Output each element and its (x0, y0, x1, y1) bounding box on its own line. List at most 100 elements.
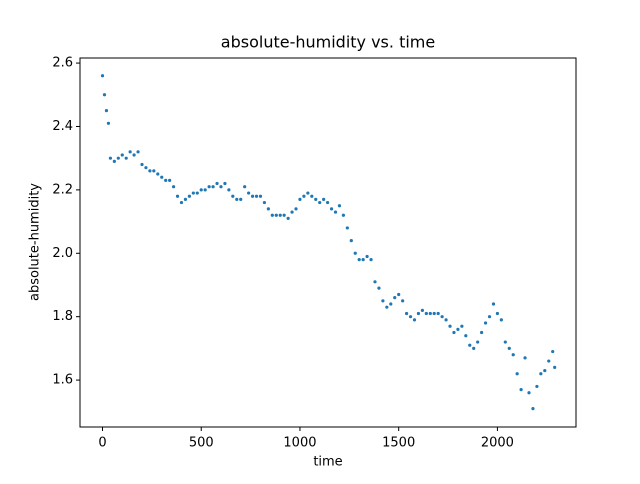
point (547, 359, 551, 363)
point (357, 258, 361, 262)
point (369, 258, 373, 262)
point (401, 299, 405, 303)
point (286, 216, 290, 221)
point (175, 194, 180, 198)
point (553, 365, 557, 370)
point (219, 185, 223, 189)
point (381, 299, 385, 303)
point (491, 302, 496, 306)
point (503, 340, 507, 344)
point (215, 181, 219, 186)
y-axis-label: absolute-humidity (28, 183, 43, 301)
point (507, 346, 511, 350)
point (499, 318, 503, 322)
point (341, 213, 346, 217)
y-tick-label: 2.2 (52, 182, 73, 197)
point (102, 93, 107, 97)
point (104, 109, 109, 113)
chart-title: absolute-humidity vs. time (221, 33, 435, 52)
x-tick-label: 1500 (382, 436, 415, 451)
point (337, 204, 342, 208)
point (112, 159, 116, 163)
point (106, 121, 111, 125)
point (440, 315, 444, 319)
point (156, 172, 160, 176)
y-tick-label: 1.6 (52, 373, 73, 388)
point (365, 254, 369, 259)
point (543, 368, 547, 373)
point (472, 346, 476, 350)
point (270, 213, 274, 217)
point (310, 194, 314, 198)
point (168, 178, 172, 182)
point (294, 207, 298, 211)
point (515, 372, 519, 376)
point (444, 318, 448, 322)
point (464, 334, 468, 338)
point (389, 302, 393, 306)
point (199, 188, 203, 192)
point (306, 191, 310, 195)
point (420, 308, 424, 312)
point (535, 384, 539, 389)
point (412, 318, 417, 322)
point (171, 185, 176, 189)
point (235, 197, 239, 201)
point (428, 311, 432, 316)
point (531, 407, 535, 411)
point (120, 153, 124, 157)
point (152, 169, 156, 173)
point (262, 200, 267, 205)
point (539, 372, 543, 376)
point (164, 178, 168, 182)
point (416, 311, 421, 316)
point (345, 226, 349, 230)
point (144, 166, 148, 170)
point (329, 207, 334, 211)
point (483, 321, 488, 325)
point (160, 175, 164, 179)
point (140, 162, 144, 167)
point (132, 153, 136, 157)
point (436, 311, 440, 316)
point (326, 200, 330, 205)
point (191, 191, 195, 195)
point (274, 213, 278, 217)
point (278, 213, 282, 217)
point (476, 340, 480, 344)
point (480, 330, 484, 335)
point (519, 387, 523, 392)
point (179, 200, 184, 205)
point (404, 311, 409, 316)
point (452, 330, 456, 335)
point (551, 349, 555, 354)
point (424, 311, 428, 316)
point (361, 258, 365, 262)
point (290, 210, 294, 214)
point (495, 311, 500, 316)
y-tick-label: 1.8 (52, 309, 73, 324)
x-axis-label: time (313, 455, 342, 470)
point (282, 213, 286, 217)
point (397, 292, 401, 297)
point (377, 286, 381, 290)
point (250, 194, 255, 198)
point (207, 185, 211, 189)
y-tick-label: 2.6 (52, 56, 73, 71)
point (239, 197, 243, 201)
x-tick-label: 2000 (481, 436, 514, 451)
point (211, 185, 215, 189)
plot-frame (79, 57, 577, 428)
point (448, 324, 452, 328)
point (124, 156, 128, 160)
y-tick-label: 2.4 (52, 119, 73, 134)
point (487, 315, 492, 319)
point (148, 169, 152, 173)
point (385, 305, 389, 309)
x-tick-label: 0 (98, 436, 106, 451)
point (393, 296, 397, 300)
point (408, 315, 413, 319)
point (349, 238, 353, 243)
point (203, 188, 207, 192)
point (353, 251, 357, 255)
